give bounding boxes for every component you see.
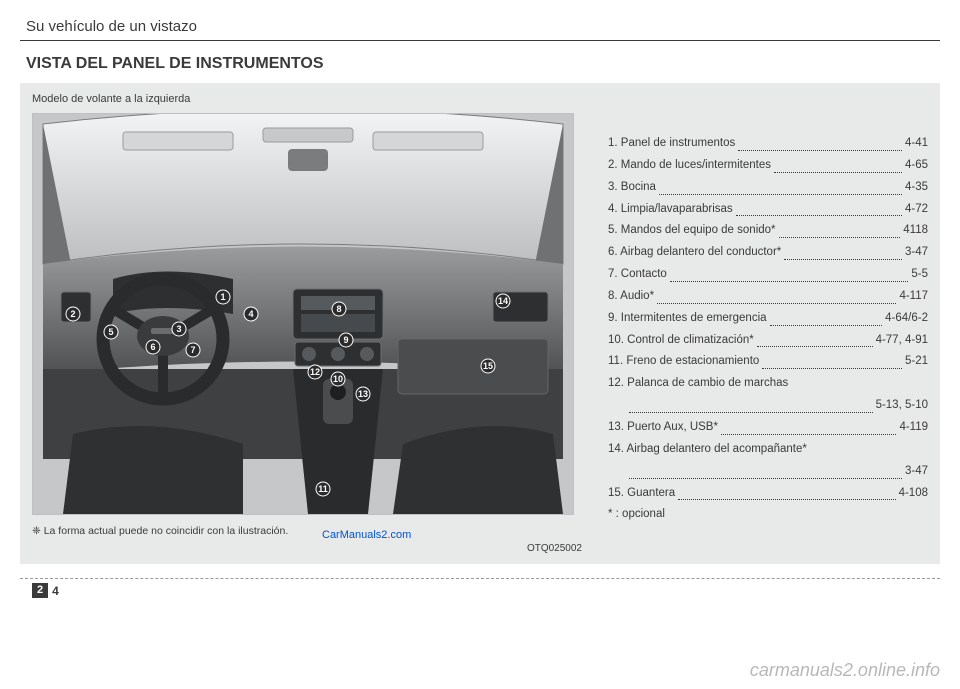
list-item: 2. Mando de luces/intermitentes 4-65 bbox=[608, 155, 928, 177]
list-item: 6. Airbag delantero del conductor* 3-47 bbox=[608, 242, 928, 264]
item-page: 4-65 bbox=[905, 155, 928, 177]
item-label: 3. Bocina bbox=[608, 177, 656, 199]
item-label: 4. Limpia/lavaparabrisas bbox=[608, 199, 733, 221]
item-page: 4-108 bbox=[899, 483, 928, 505]
callout-label-14: 14 bbox=[498, 296, 508, 306]
list-item: 14. Airbag delantero del acompañante* bbox=[608, 439, 928, 461]
item-label: 13. Puerto Aux, USB* bbox=[608, 417, 718, 439]
item-label: 6. Airbag delantero del conductor* bbox=[608, 242, 781, 264]
item-label: 11. Freno de estacionamiento bbox=[608, 351, 759, 373]
list-item: 13. Puerto Aux, USB* 4-119 bbox=[608, 417, 928, 439]
item-page: 5-13, 5-10 bbox=[876, 395, 928, 417]
item-label: 10. Control de climatización* bbox=[608, 330, 754, 352]
item-page: 5-21 bbox=[905, 351, 928, 373]
item-page: 3-47 bbox=[905, 461, 928, 483]
callout-label-9: 9 bbox=[343, 335, 348, 345]
callout-label-4: 4 bbox=[248, 309, 253, 319]
item-dots bbox=[629, 395, 873, 413]
callout-label-6: 6 bbox=[150, 342, 155, 352]
item-label: 5. Mandos del equipo de sonido* bbox=[608, 220, 776, 242]
dashboard-svg: 123456789101112131415 bbox=[33, 114, 573, 514]
item-page: 4118 bbox=[903, 220, 928, 242]
subtitle: Modelo de volante a la izquierda bbox=[32, 93, 928, 105]
item-dots bbox=[784, 242, 902, 260]
item-dots bbox=[774, 155, 902, 173]
item-dots bbox=[678, 483, 895, 501]
item-label: 1. Panel de instrumentos bbox=[608, 133, 735, 155]
header-rule: Su vehículo de un vistazo bbox=[20, 18, 940, 41]
callout-label-11: 11 bbox=[318, 484, 328, 494]
callout-label-7: 7 bbox=[190, 345, 195, 355]
item-page: 3-47 bbox=[905, 242, 928, 264]
item-dots bbox=[736, 199, 902, 217]
item-dots bbox=[659, 177, 902, 195]
callout-label-5: 5 bbox=[108, 327, 113, 337]
callout-label-8: 8 bbox=[336, 304, 341, 314]
item-dots bbox=[779, 220, 901, 238]
callout-label-13: 13 bbox=[358, 389, 368, 399]
item-label: 7. Contacto bbox=[608, 264, 667, 286]
list-item: 7. Contacto 5-5 bbox=[608, 264, 928, 286]
dashboard-figure: 123456789101112131415 bbox=[32, 113, 574, 515]
item-dots bbox=[757, 330, 873, 348]
item-dots bbox=[770, 308, 883, 326]
page-digit: 4 bbox=[52, 583, 59, 598]
item-page: 4-72 bbox=[905, 199, 928, 221]
content-box: Modelo de volante a la izquierda bbox=[20, 83, 940, 564]
item-page: 4-117 bbox=[899, 286, 928, 308]
watermark: CarManuals2.com bbox=[322, 529, 411, 541]
list-item: 3. Bocina 4-35 bbox=[608, 177, 928, 199]
bottom-watermark: carmanuals2.online.info bbox=[750, 660, 940, 681]
list-item: 1. Panel de instrumentos 4-41 bbox=[608, 133, 928, 155]
item-label: 8. Audio* bbox=[608, 286, 654, 308]
page-number: 2 4 bbox=[20, 583, 940, 598]
item-dots bbox=[670, 264, 909, 282]
item-page: 4-77, 4-91 bbox=[876, 330, 928, 352]
item-page: 4-35 bbox=[905, 177, 928, 199]
list-item: 12. Palanca de cambio de marchas bbox=[608, 373, 928, 395]
item-dots bbox=[657, 286, 896, 304]
callout-label-3: 3 bbox=[176, 324, 181, 334]
list-item: 8. Audio* 4-117 bbox=[608, 286, 928, 308]
optional-note: * : opcional bbox=[608, 508, 928, 520]
header-title: Su vehículo de un vistazo bbox=[20, 18, 197, 35]
parts-list: 1. Panel de instrumentos4-412. Mando de … bbox=[592, 113, 928, 554]
item-page: 4-64/6-2 bbox=[885, 308, 928, 330]
callout-label-10: 10 bbox=[333, 374, 343, 384]
item-label: 12. Palanca de cambio de marchas bbox=[608, 373, 788, 395]
callout-label-2: 2 bbox=[70, 309, 75, 319]
callout-label-1: 1 bbox=[220, 292, 225, 302]
item-page: 4-119 bbox=[899, 417, 928, 439]
chapter-number: 2 bbox=[32, 583, 48, 598]
item-label: 2. Mando de luces/intermitentes bbox=[608, 155, 771, 177]
list-item: 11. Freno de estacionamiento 5-21 bbox=[608, 351, 928, 373]
section-title: VISTA DEL PANEL DE INSTRUMENTOS bbox=[20, 55, 940, 73]
callout-label-12: 12 bbox=[310, 367, 320, 377]
item-page: 4-41 bbox=[905, 133, 928, 155]
list-item-cont: 5-13, 5-10 bbox=[608, 395, 928, 417]
item-dots bbox=[629, 461, 902, 479]
list-item: 4. Limpia/lavaparabrisas 4-72 bbox=[608, 199, 928, 221]
item-label: 15. Guantera bbox=[608, 483, 675, 505]
callout-label-15: 15 bbox=[483, 361, 493, 371]
item-page: 5-5 bbox=[911, 264, 928, 286]
figure-column: 123456789101112131415 ❈ La forma actual … bbox=[32, 113, 592, 554]
list-item: 5. Mandos del equipo de sonido* 4118 bbox=[608, 220, 928, 242]
footer-rule bbox=[20, 578, 940, 579]
list-item: 10. Control de climatización* 4-77, 4-91 bbox=[608, 330, 928, 352]
item-dots bbox=[738, 133, 902, 151]
list-item: 15. Guantera 4-108 bbox=[608, 483, 928, 505]
item-label: 9. Intermitentes de emergencia bbox=[608, 308, 767, 330]
figure-note: ❈ La forma actual puede no coincidir con… bbox=[32, 525, 288, 537]
list-item-cont: 3-47 bbox=[608, 461, 928, 483]
item-dots bbox=[721, 417, 896, 435]
list-item: 9. Intermitentes de emergencia 4-64/6-2 bbox=[608, 308, 928, 330]
item-label: 14. Airbag delantero del acompañante* bbox=[608, 439, 807, 461]
figure-code: OTQ025002 bbox=[32, 543, 592, 554]
item-dots bbox=[762, 351, 902, 369]
